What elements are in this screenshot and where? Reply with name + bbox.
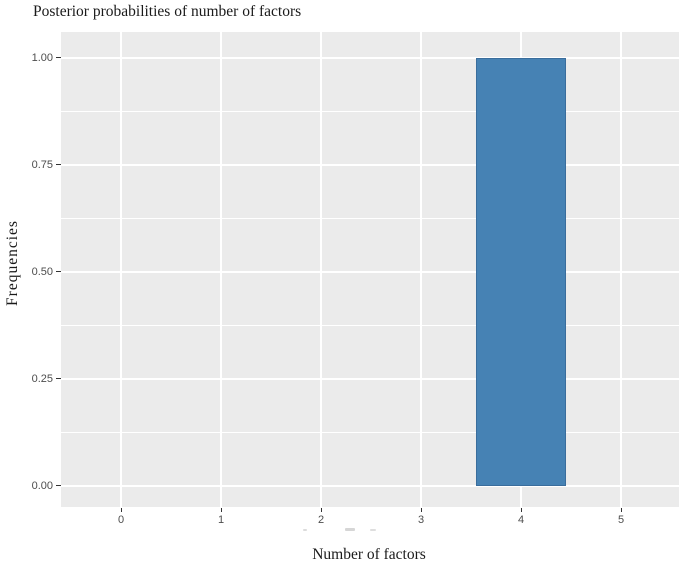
- gridline-y-major: [61, 56, 679, 59]
- gridline-x-major: [420, 32, 422, 507]
- gridline-x-major: [620, 32, 622, 507]
- gridline-y-major: [61, 484, 679, 487]
- y-tick-mark: [56, 485, 61, 487]
- x-tick-mark: [320, 508, 322, 512]
- y-axis-title: Frequencies: [4, 220, 21, 306]
- y-tick-mark: [56, 57, 61, 59]
- x-tick-mark: [120, 508, 122, 512]
- gridline-y-minor: [61, 217, 679, 219]
- y-tick-mark: [56, 164, 61, 166]
- gridline-y-minor: [61, 324, 679, 326]
- gridline-x-major: [320, 32, 322, 507]
- x-axis-title: Number of factors: [312, 546, 426, 563]
- plot-panel: [61, 32, 679, 507]
- y-tick-label: 1.00: [31, 51, 53, 64]
- y-tick-label: 0.75: [31, 158, 53, 171]
- x-tick-label: 3: [417, 514, 425, 526]
- bar: [476, 57, 566, 486]
- x-tick-mark: [620, 508, 622, 512]
- x-tick-mark: [420, 508, 422, 512]
- y-tick-label: 0.00: [31, 479, 53, 492]
- gridline-y-minor: [61, 431, 679, 433]
- gridline-y-minor: [61, 110, 679, 112]
- gridline-x-major: [120, 32, 122, 507]
- y-tick-mark: [56, 378, 61, 380]
- y-tick-label: 0.50: [31, 265, 53, 278]
- y-tick-label: 0.25: [31, 372, 53, 385]
- x-tick-label: 1: [217, 514, 225, 526]
- smudge-artifact: [303, 529, 307, 531]
- x-tick-mark: [520, 508, 522, 512]
- gridline-y-major: [61, 270, 679, 273]
- x-tick-label: 0: [117, 514, 125, 526]
- chart-title: Posterior probabilities of number of fac…: [33, 3, 302, 20]
- smudge-artifact: [370, 529, 376, 531]
- x-tick-mark: [220, 508, 222, 512]
- y-tick-mark: [56, 271, 61, 273]
- gridline-y-major: [61, 377, 679, 380]
- gridline-x-major: [220, 32, 222, 507]
- x-tick-label: 5: [617, 514, 625, 526]
- x-tick-label: 2: [317, 514, 325, 526]
- smudge-artifact: [345, 528, 355, 531]
- gridline-y-major: [61, 163, 679, 166]
- x-tick-label: 4: [517, 514, 525, 526]
